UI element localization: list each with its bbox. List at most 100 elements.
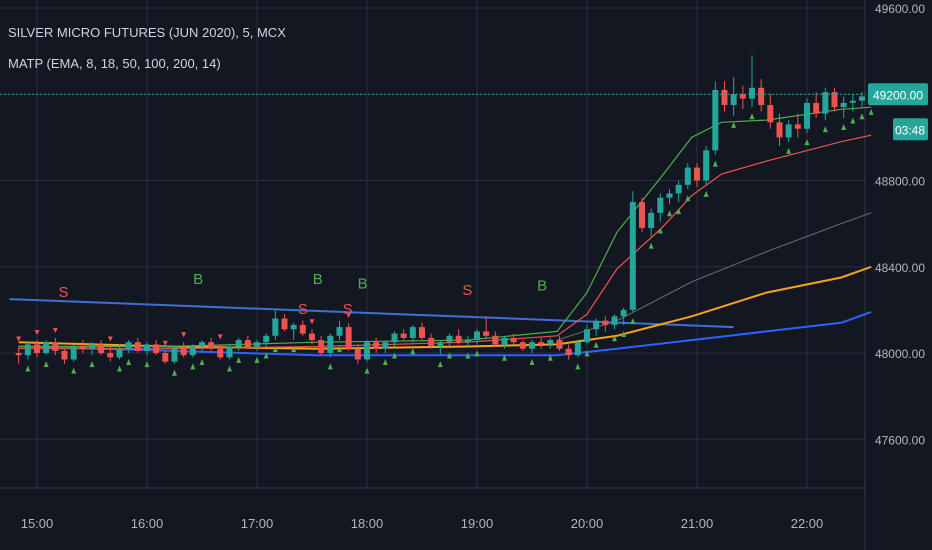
candle-body [373,342,380,349]
x-tick-label: 22:00 [791,516,824,531]
down-marker [107,336,113,342]
candle-body [501,337,508,345]
candle-body [116,348,123,358]
candle-body [336,327,343,336]
y-tick-label: 47600.00 [875,433,925,447]
chart-title: SILVER MICRO FUTURES (JUN 2020), 5, MCX [8,25,286,40]
up-marker [263,352,269,359]
candle-body [88,344,95,349]
x-tick-label: 21:00 [681,516,714,531]
candle-body [611,316,618,325]
candle-body [620,309,627,317]
signal-b: B [193,271,203,288]
candle-body [519,342,526,349]
candle-body [547,340,554,345]
current-price-label: 49200.00 [873,88,923,102]
candle-body [565,348,572,356]
candle-body [730,94,737,106]
candle-body [602,320,609,325]
candle-body [583,329,590,343]
x-tick-label: 20:00 [571,516,604,531]
candle-body [208,342,215,349]
up-marker [501,354,507,361]
candle-body [464,340,471,343]
candle-body [758,87,765,106]
candle-body [785,124,792,138]
up-marker [547,354,553,361]
up-marker [364,367,370,374]
up-marker [336,346,342,353]
signal-s: S [298,301,308,318]
candle-body [143,344,150,351]
up-marker [254,356,260,363]
ema18-line [18,134,872,350]
candle-body [281,318,288,330]
candle-body [327,335,334,353]
candle-body [629,202,636,310]
signal-b: B [313,271,323,288]
candle-body [354,348,361,360]
up-marker [868,108,874,115]
indicator-label: MATP (EMA, 8, 18, 50, 100, 200, 14) [8,56,221,71]
candle-body [638,202,645,228]
up-marker [786,147,792,154]
down-marker [16,336,22,342]
up-marker [446,352,452,359]
candle-body [418,327,425,338]
up-marker [630,318,636,325]
countdown-badge [893,118,928,141]
countdown-label: 03:48 [895,123,925,137]
x-tick-label: 19:00 [461,516,494,531]
up-marker [327,363,333,370]
candle-body [721,89,728,106]
up-marker [226,365,232,372]
candle-body [198,342,205,347]
down-marker [346,312,352,318]
candle-body [400,333,407,338]
candle-body [244,340,251,347]
candle-body [409,327,416,338]
x-tick-label: 17:00 [241,516,274,531]
candle-body [235,340,242,347]
up-marker [621,330,627,337]
candle-body [171,348,178,362]
current-price-badge [868,83,928,106]
candle-body [510,337,517,343]
candle-body [675,184,682,194]
up-marker [382,359,388,365]
up-marker [410,348,416,355]
candle-body [822,92,829,114]
candle-body [492,335,499,345]
candle-body [363,342,370,360]
ema8-line [18,106,872,348]
candle-body [648,212,655,228]
up-marker [190,363,196,370]
candle-body [43,342,50,353]
down-marker [217,334,223,340]
x-tick-label: 15:00 [21,516,54,531]
up-marker [859,113,865,120]
candle-body [15,353,22,356]
up-marker [703,190,709,197]
candle-body [794,124,801,129]
up-marker [749,113,755,120]
candle-body [849,100,856,103]
up-marker [144,361,150,368]
candle-body [162,353,169,362]
up-marker [731,121,737,128]
candle-body [125,342,132,349]
up-marker [465,352,471,359]
up-marker [71,367,77,374]
candle-body [61,350,68,360]
up-marker [116,365,122,372]
candle-body [33,344,40,353]
candle-body [428,337,435,347]
candle-body [776,122,783,138]
down-marker [309,319,315,325]
up-marker [575,363,581,370]
candle-body [473,331,480,341]
candle-body [180,348,187,356]
candle-body [593,320,600,330]
